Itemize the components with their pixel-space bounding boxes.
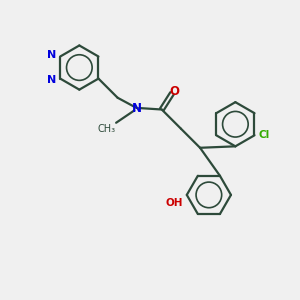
Text: O: O <box>169 85 179 98</box>
Text: N: N <box>46 75 56 85</box>
Text: N: N <box>132 101 142 115</box>
Text: Cl: Cl <box>258 130 269 140</box>
Text: N: N <box>46 50 56 60</box>
Text: CH₃: CH₃ <box>98 124 116 134</box>
Text: OH: OH <box>166 198 183 208</box>
